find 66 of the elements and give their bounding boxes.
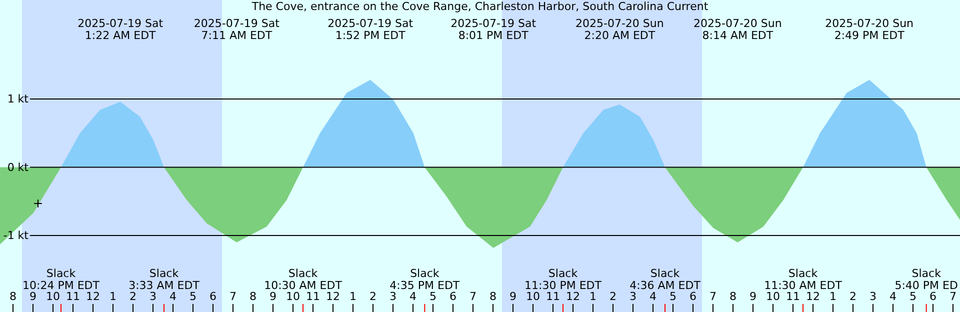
x-tick-label: 1: [830, 290, 836, 303]
x-tick-label: 6: [690, 290, 696, 303]
x-tick-label: 12: [566, 290, 580, 303]
x-tick-label: 2: [130, 290, 136, 303]
x-tick-label: 2: [610, 290, 616, 303]
x-tick-label: 2: [850, 290, 856, 303]
x-tick-label: 12: [86, 290, 100, 303]
x-tick-label: 5: [430, 290, 436, 303]
annotation: 2025-07-19 Sat 1:22 AM EDT: [78, 17, 164, 42]
annotation: 2025-07-20 Sun 8:14 AM EDT: [693, 17, 782, 42]
x-tick-label: 10: [286, 290, 300, 303]
x-tick-label: 5: [910, 290, 916, 303]
x-tick-label: 7: [230, 290, 236, 303]
chart-title: The Cove, entrance on the Cove Range, Charleston Harbor, South Carolina Current: [250, 0, 709, 13]
x-tick-label: 9: [30, 290, 36, 303]
annotation: Slack 11:30 PM EDT: [524, 267, 602, 292]
x-tick-label: 8: [730, 290, 736, 303]
y-tick-label: -1 kt: [3, 229, 30, 242]
x-tick-label: 4: [170, 290, 176, 303]
annotation: 2025-07-19 Sat 1:52 PM EDT: [328, 17, 414, 42]
x-tick-label: 3: [870, 290, 876, 303]
annotation: Slack 4:36 AM EDT: [630, 267, 701, 292]
annotation: Slack 5:40 PM ED: [894, 267, 958, 292]
x-tick-label: 11: [546, 290, 560, 303]
x-tick-label: 3: [150, 290, 156, 303]
x-tick-label: 3: [630, 290, 636, 303]
x-tick-label: 9: [510, 290, 516, 303]
x-tick-label: 11: [786, 290, 800, 303]
x-tick-label: 9: [270, 290, 276, 303]
x-tick-label: 7: [710, 290, 716, 303]
annotation: Slack 10:30 AM EDT: [264, 267, 342, 292]
x-tick-label: 7: [950, 290, 956, 303]
x-tick-label: 5: [670, 290, 676, 303]
x-tick-label: 1: [590, 290, 596, 303]
annotation: 2025-07-19 Sat 8:01 PM EDT: [450, 17, 537, 42]
x-tick-label: 12: [806, 290, 820, 303]
x-tick-label: 7: [470, 290, 476, 303]
annotation: 2025-07-19 Sat 7:11 AM EDT: [194, 17, 280, 42]
x-tick-label: 6: [930, 290, 936, 303]
x-tick-label: 8: [10, 290, 16, 303]
x-tick-label: 4: [410, 290, 416, 303]
x-tick-label: 4: [890, 290, 896, 303]
x-tick-label: 10: [526, 290, 540, 303]
annotation: Slack 10:24 PM EDT: [22, 267, 100, 292]
x-tick-label: 1: [350, 290, 356, 303]
x-tick-label: 9: [750, 290, 756, 303]
x-tick-label: 6: [210, 290, 216, 303]
x-tick-label: 11: [66, 290, 80, 303]
x-tick-label: 1: [110, 290, 116, 303]
x-tick-label: 6: [450, 290, 456, 303]
x-tick-label: 12: [326, 290, 340, 303]
y-tick-label: 1 kt: [7, 92, 30, 106]
x-tick-label: 10: [46, 290, 60, 303]
annotation: Slack 3:33 AM EDT: [128, 267, 200, 292]
x-tick-label: 8: [490, 290, 496, 303]
annotation: 2025-07-20 Sun 2:20 AM EDT: [575, 17, 664, 42]
x-tick-label: 5: [190, 290, 196, 303]
annotation: 2025-07-20 Sun 2:49 PM EDT: [825, 17, 914, 42]
x-tick-label: 11: [306, 290, 320, 303]
x-tick-label: 10: [766, 290, 780, 303]
x-tick-label: 4: [650, 290, 656, 303]
annotation: Slack 11:30 AM EDT: [764, 267, 842, 292]
x-tick-label: 8: [250, 290, 256, 303]
x-tick-label: 2: [370, 290, 376, 303]
annotation: Slack 4:35 PM EDT: [390, 267, 460, 292]
x-tick-label: 3: [390, 290, 396, 303]
